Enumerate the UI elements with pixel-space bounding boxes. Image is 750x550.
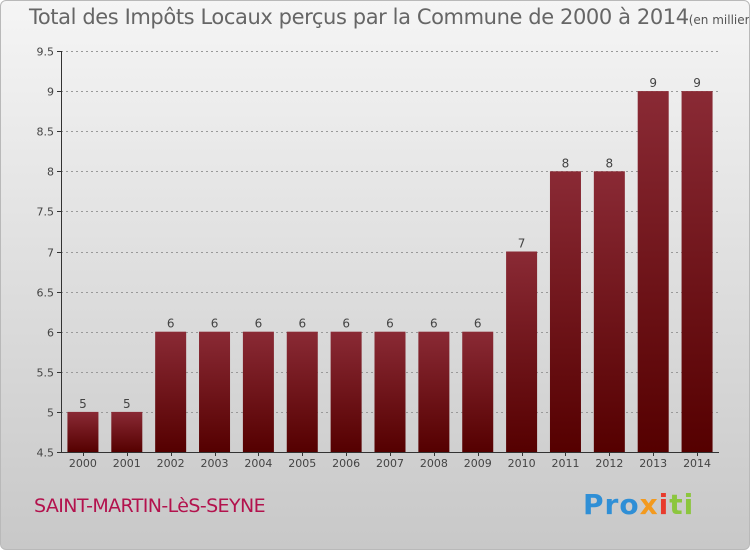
y-tick-label: 8 — [47, 166, 54, 179]
y-tick-label: 9.5 — [37, 46, 55, 59]
commune-name: SAINT-MARTIN-LèS-SEYNE — [34, 495, 266, 517]
x-tick-label: 2001 — [113, 457, 141, 470]
bar-2011 — [549, 171, 581, 453]
bar-2010 — [506, 251, 538, 452]
y-tick-label: 7 — [47, 247, 54, 260]
bar-2003 — [199, 331, 231, 452]
x-tick-label: 2009 — [464, 457, 492, 470]
bar-2004 — [242, 331, 274, 452]
logo-part: Pro — [583, 488, 640, 521]
data-label: 8 — [562, 156, 570, 170]
logo-part: i — [658, 488, 670, 521]
y-tick-label: 5 — [47, 407, 54, 420]
x-tick-label: 2005 — [288, 457, 316, 470]
data-label: 9 — [649, 76, 657, 90]
data-label: 6 — [211, 317, 219, 331]
data-label: 5 — [123, 397, 131, 411]
chart-title: Total des Impôts Locaux perçus par la Co… — [29, 5, 689, 29]
x-tick-label: 2004 — [244, 457, 272, 470]
x-tick-label: 2008 — [420, 457, 448, 470]
bar-2007 — [374, 331, 406, 452]
bar-2013 — [637, 91, 669, 452]
data-label: 6 — [386, 317, 394, 331]
x-tick-label: 2003 — [201, 457, 229, 470]
data-label: 6 — [255, 317, 263, 331]
x-tick-label: 2012 — [595, 457, 623, 470]
data-label: 5 — [79, 397, 87, 411]
data-label: 9 — [693, 76, 701, 90]
logo-part: x — [639, 488, 659, 521]
x-tick-label: 2013 — [639, 457, 667, 470]
y-tick-label: 6.5 — [37, 287, 55, 300]
chart-subtitle: (en milliers d'€) — [688, 13, 750, 27]
y-tick-label: 5.5 — [37, 367, 55, 380]
y-tick-label: 4.5 — [37, 447, 55, 460]
bar-2014 — [681, 91, 713, 452]
x-tick-label: 2006 — [332, 457, 360, 470]
bar-2012 — [593, 171, 625, 453]
y-tick-label: 8.5 — [37, 126, 55, 139]
bar-2001 — [111, 411, 143, 452]
data-label: 6 — [167, 317, 175, 331]
x-tick-label: 2010 — [508, 457, 536, 470]
bars — [67, 91, 713, 453]
x-tick-label: 2000 — [69, 457, 97, 470]
proxiti-logo: Proxiti — [583, 488, 694, 521]
y-tick-label: 6 — [47, 327, 54, 340]
y-tick-label: 7.5 — [37, 206, 55, 219]
bar-2008 — [418, 331, 450, 452]
bar-2002 — [155, 331, 187, 452]
data-label: 6 — [430, 317, 438, 331]
y-tick-label: 9 — [47, 86, 54, 99]
x-tick-label: 2002 — [157, 457, 185, 470]
data-label: 6 — [474, 317, 482, 331]
axes — [57, 51, 719, 456]
title-row: Total des Impôts Locaux perçus par la Co… — [29, 5, 750, 29]
x-tick-label: 2011 — [551, 457, 579, 470]
bar-2006 — [330, 331, 362, 452]
x-tick-label: 2007 — [376, 457, 404, 470]
data-label: 7 — [518, 237, 526, 251]
logo-part: ti — [669, 488, 695, 521]
bar-2005 — [286, 331, 318, 452]
bar-2009 — [462, 331, 494, 452]
labels: 4.5 5 5.5 6 6.5 7 7.5 8 8.5 9 9.5 5 2000 5 2001 6 2002 6 2… — [37, 46, 712, 471]
data-label: 6 — [342, 317, 350, 331]
x-tick-label: 2014 — [683, 457, 711, 470]
data-label: 8 — [606, 156, 614, 170]
bar-2000 — [67, 411, 99, 452]
data-label: 6 — [298, 317, 306, 331]
